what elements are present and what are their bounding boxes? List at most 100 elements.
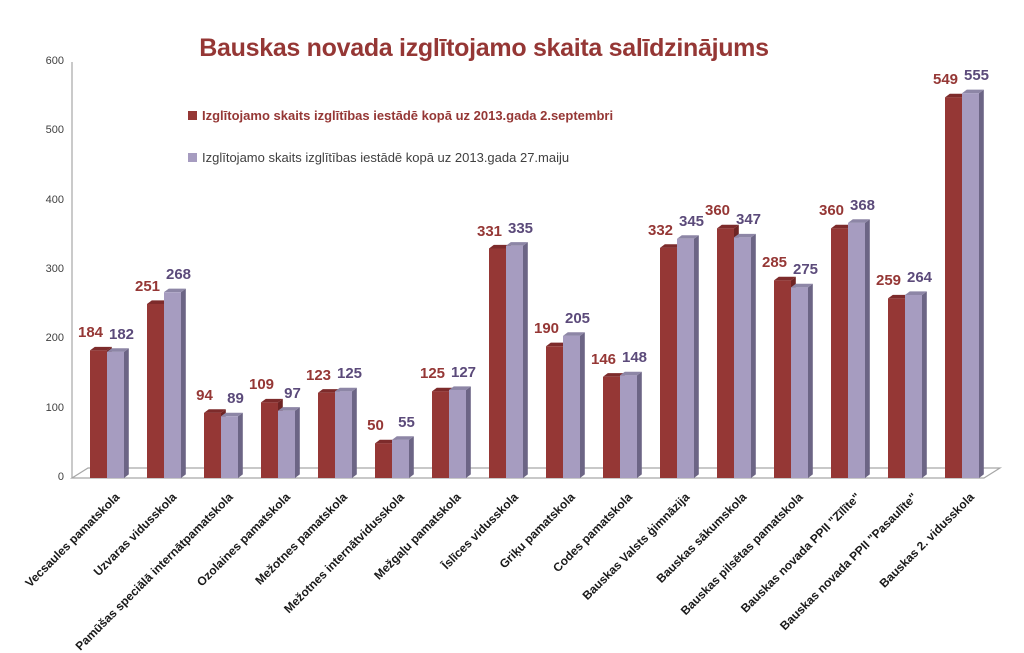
bar-top [261,398,283,403]
bar-side [466,386,471,478]
data-label: 97 [284,384,301,402]
bar-top [620,371,642,376]
bar-series-2 [905,294,922,478]
bar-top [107,348,129,352]
data-label: 251 [134,277,161,295]
data-label: 345 [678,212,705,230]
bar-top [335,387,357,392]
data-label: 335 [507,219,534,237]
bar-series-1 [717,228,734,478]
bar-top [489,244,511,249]
bar-top [432,387,454,392]
bar-series-1 [888,298,905,478]
data-label: 127 [450,363,477,381]
bar-series-1 [90,350,107,478]
data-label: 125 [336,365,363,383]
legend-swatch-series-2 [188,153,197,162]
data-label: 55 [398,413,415,431]
bar-series-1 [375,443,392,478]
y-tick-label: 600 [45,55,64,67]
bar-side [694,235,699,478]
data-label: 331 [476,222,503,240]
data-label: 549 [932,71,959,89]
data-label: 259 [875,272,902,290]
data-label: 94 [196,386,213,404]
bar-side [865,219,870,478]
bar-series-2 [335,391,352,478]
bar-top [318,389,340,393]
data-label: 123 [305,366,332,384]
data-label: 146 [590,350,617,368]
bar-top [945,93,967,98]
data-label: 89 [227,390,244,408]
bar-series-1 [147,303,164,478]
data-label: 50 [367,417,384,435]
bar-series-1 [774,280,791,478]
bar-series-1 [603,376,620,478]
data-label: 360 [818,202,845,220]
bar-series-1 [261,402,278,478]
bar-top [164,288,186,293]
bar-top [563,332,585,336]
bar-top [660,244,682,248]
bar-top [375,439,397,444]
legend-label-series-2: Izglītojamo skaits izglītības iestādē ko… [202,150,570,165]
bar-series-2 [107,351,124,478]
bar-series-2 [962,93,979,478]
bar-side [352,387,357,478]
bar-top [734,233,756,238]
data-label: 360 [704,202,731,220]
bar-side [124,348,129,478]
bar-series-1 [489,248,506,478]
bar-side [238,412,243,478]
bar-side [751,233,756,478]
y-tick-label: 100 [45,401,64,414]
bar-series-2 [620,375,637,478]
bar-top [221,412,243,417]
data-label: 148 [621,349,648,367]
bar-series-1 [204,412,221,478]
y-tick-label: 300 [45,263,64,275]
bar-side [922,291,927,478]
bar-series-1 [831,228,848,478]
bar-top [717,224,739,229]
bar-series-1 [546,346,563,478]
data-label: 368 [849,196,876,214]
bar-series-1 [660,247,677,478]
bar-top [848,219,870,223]
data-label: 184 [77,324,104,342]
data-label: 125 [419,365,446,383]
bar-series-2 [392,439,409,478]
data-label: 268 [165,266,192,284]
bar-series-2 [563,335,580,478]
bar-series-2 [278,410,295,478]
legend-item-series-2: Izglītojamo skaits izglītības iestādē ko… [188,150,569,165]
legend-item-series-1: Izglītojamo skaits izglītības iestādē ko… [188,108,613,123]
bar-side [637,371,642,478]
bar-series-1 [945,97,962,479]
bar-top [204,409,226,413]
bar-top [278,407,300,411]
bar-top [831,224,853,229]
bar-series-2 [791,287,808,478]
bar-top [962,89,984,94]
bar-top [506,242,528,246]
bar-top [546,342,568,347]
bar-series-2 [449,389,466,478]
bar-series-2 [506,245,523,478]
bar-top [449,386,471,390]
bar-series-2 [221,416,238,478]
bar-series-2 [848,222,865,478]
bar-side [409,436,414,478]
data-label: 109 [248,376,275,394]
bar-top [774,276,796,281]
data-label: 285 [761,254,788,272]
bar-side [181,288,186,478]
bar-top [791,283,813,288]
bar-top [90,346,112,351]
chart-title: Bauskas novada izglītojamo skaita salīdz… [199,34,769,62]
bar-side [295,407,300,478]
bar-series-1 [318,392,335,478]
